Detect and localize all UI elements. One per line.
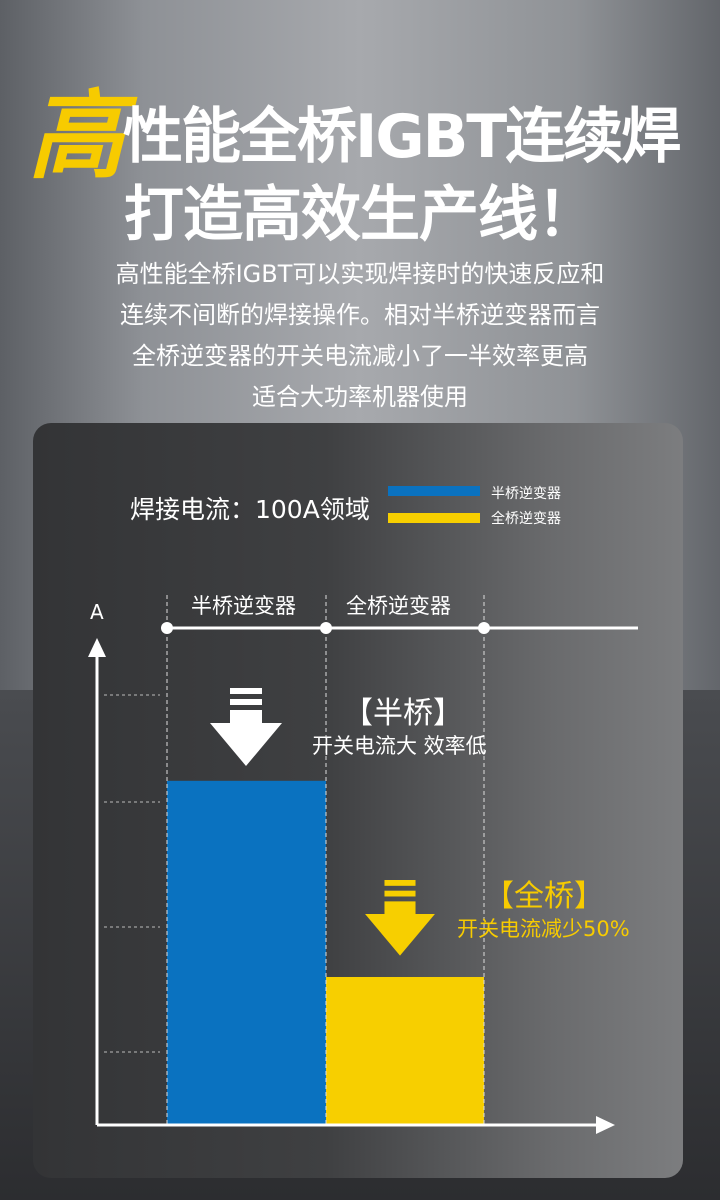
arrow-down-icon [384,890,416,897]
headline-line1: 性能全桥IGBT连续焊 [123,102,681,172]
x-axis-arrow-icon [596,1116,615,1134]
description-line: 高性能全桥IGBT可以实现焊接时的快速反应和 [115,260,605,288]
arrow-down-icon [210,710,282,766]
arrow-down-icon [384,880,416,886]
bar-half [167,780,326,1125]
annotation-half-text: 开关电流大 效率低 [312,734,487,758]
bar-full [326,976,484,1125]
annotation-full-text: 开关电流减少50% [457,917,630,941]
annotation-full-title: 【全桥】 [484,879,604,914]
description-line: 全桥逆变器的开关电流减小了一半效率更高 [132,342,588,370]
arrow-down-icon [365,901,435,956]
arrow-down-icon [230,699,262,705]
legend-swatch-full [388,513,480,523]
headline-line2: 打造高效生产线！ [124,180,597,250]
y-axis-arrow-icon [88,638,106,657]
description-line: 适合大功率机器使用 [252,383,468,411]
category-dot [320,622,332,634]
legend-swatch-half [388,486,480,496]
chart-title: 焊接电流：100A领域 [130,495,370,524]
annotation-half-title: 【半桥】 [343,696,463,731]
category-dot [161,622,173,634]
category-dot [478,622,490,634]
category-label-half: 半桥逆变器 [191,594,296,618]
headline-highlight: 高 [28,80,124,192]
description: 高性能全桥IGBT可以实现焊接时的快速反应和 连续不间断的焊接操作。相对半桥逆变… [0,254,720,418]
arrow-down-icon [230,688,262,694]
description-line: 连续不间断的焊接操作。相对半桥逆变器而言 [120,301,600,329]
legend-label-half: 半桥逆变器 [491,486,561,502]
category-label-full: 全桥逆变器 [346,594,451,618]
y-axis-label: A [90,600,104,624]
legend-label-full: 全桥逆变器 [491,511,561,527]
